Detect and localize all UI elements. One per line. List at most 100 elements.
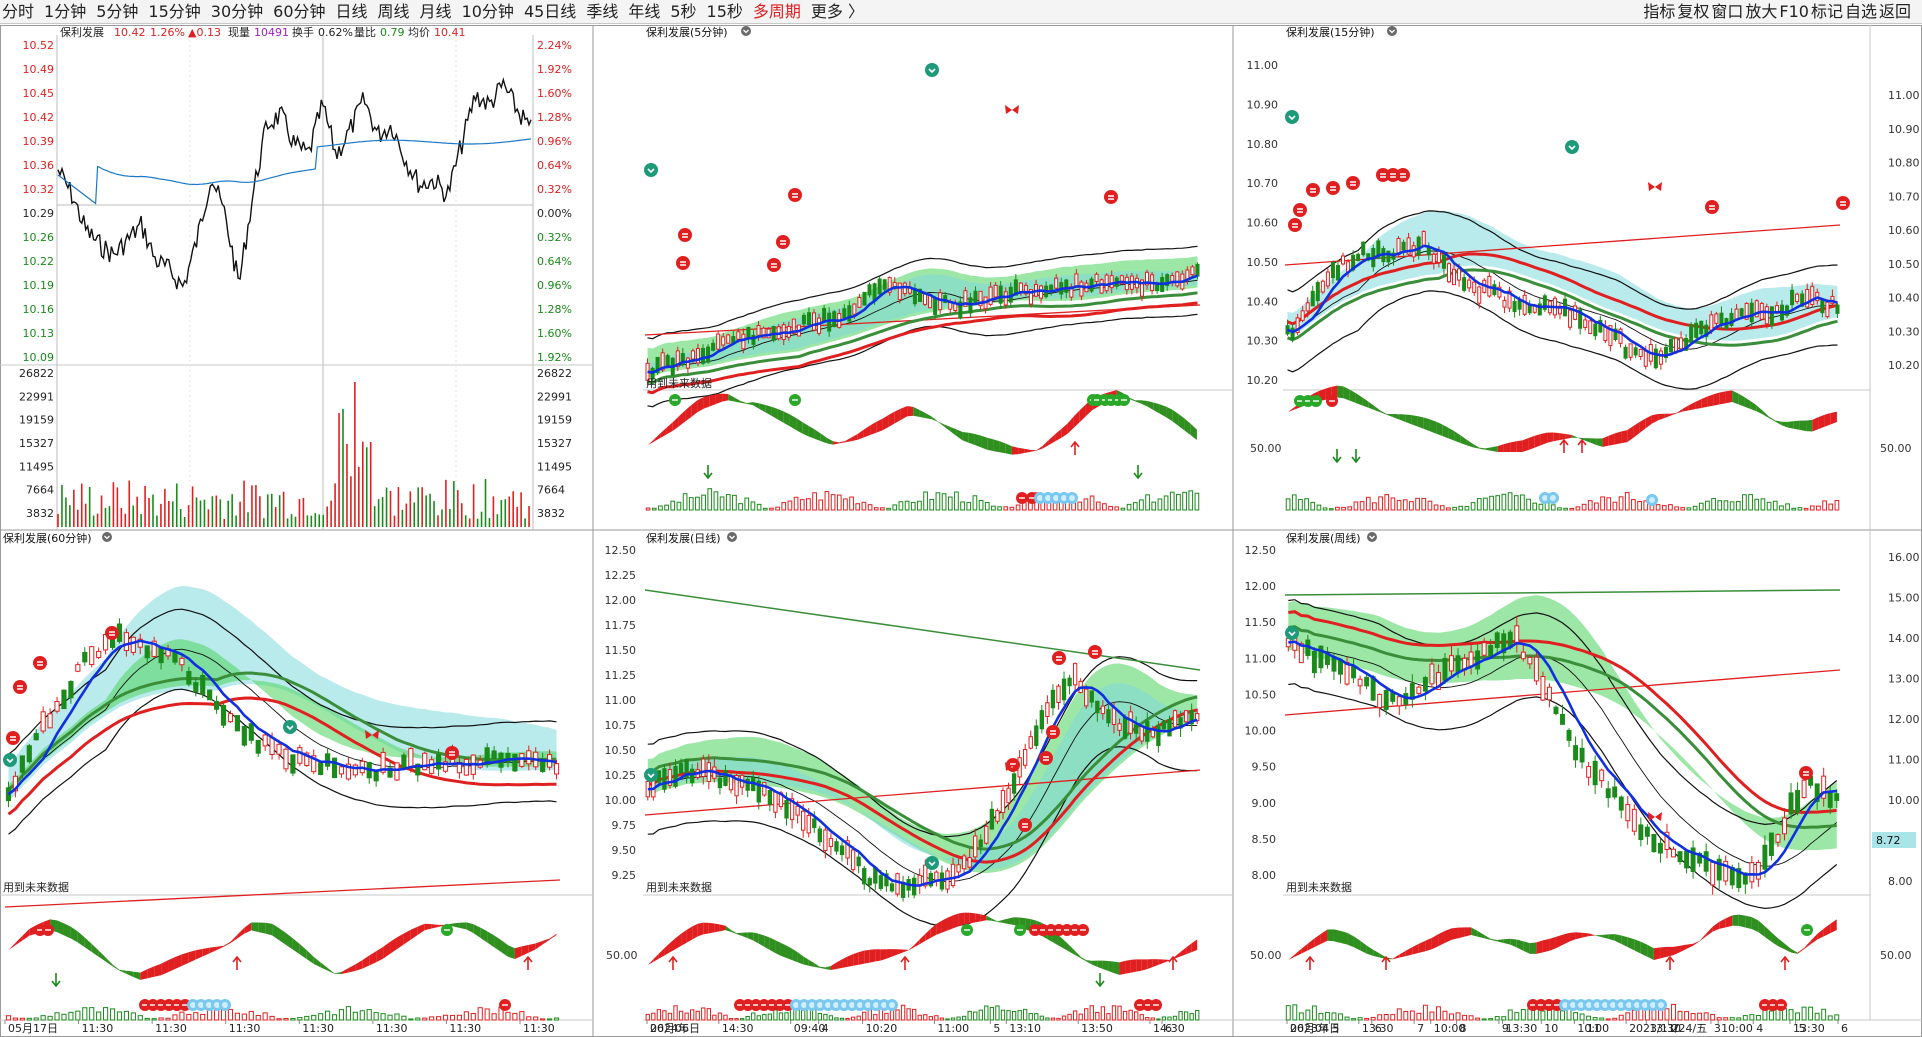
oscillator-bar: [978, 499, 984, 511]
oscillator-bar: [682, 493, 688, 511]
oscillator-bar: [1569, 507, 1575, 511]
candle-body: [928, 872, 933, 887]
adjust-button[interactable]: 复权: [1677, 2, 1710, 21]
oscillator-ribbon: [1159, 404, 1167, 418]
back-button[interactable]: 返回: [1878, 2, 1911, 21]
oscillator-bar: [1809, 505, 1815, 511]
candle-body: [823, 829, 828, 851]
candle-body: [1762, 844, 1768, 870]
oscillator-ribbon: [1569, 932, 1576, 942]
intraday-turnover-label: 换手: [292, 25, 314, 39]
oscillator-ribbon: [1751, 917, 1759, 933]
candle-body: [1072, 663, 1078, 686]
oscillator-ribbon: [1153, 402, 1160, 414]
tab-15sec[interactable]: 15秒: [706, 2, 743, 21]
tab-60min[interactable]: 60分钟: [273, 2, 326, 21]
tab-45day[interactable]: 45日线: [523, 2, 577, 21]
candle-body: [1364, 676, 1370, 687]
candle-body: [1028, 289, 1033, 305]
panel-15min-menu-icon[interactable]: [1387, 26, 1397, 36]
tab-5min[interactable]: 5分钟: [96, 2, 139, 21]
oscillator-ribbon: [1534, 433, 1541, 448]
right-toolbar: 指标 复权 窗口 放大 F10 标记 自选 返回: [1642, 2, 1912, 22]
tab-15min[interactable]: 15分钟: [148, 2, 201, 21]
candle-body: [1128, 711, 1133, 734]
f10-button[interactable]: F10: [1779, 2, 1809, 21]
panel-weekly-osc-tick-right: 50.00: [1880, 949, 1912, 962]
oscillator-ribbon: [1784, 943, 1792, 953]
panel-60min-menu-icon[interactable]: [102, 532, 112, 542]
oscillator-ribbon: [1762, 410, 1770, 419]
oscillator-bar: [884, 1012, 889, 1021]
candle-body: [137, 638, 143, 648]
oscillator-ribbon: [709, 394, 716, 407]
candle-body: [1788, 792, 1794, 815]
candle-body: [207, 689, 213, 701]
oscillator-ribbon: [1706, 926, 1713, 937]
x-axis-label: 11:30: [82, 1022, 114, 1035]
candle-body: [856, 856, 861, 867]
tab-1min[interactable]: 1分钟: [44, 2, 87, 21]
tab-fenshi[interactable]: 分时: [2, 2, 35, 21]
axis-tick-label: 9.00: [1252, 797, 1277, 810]
oscillator-bar: [408, 1018, 414, 1021]
tab-year[interactable]: 年线: [628, 2, 661, 21]
candle-body: [1386, 250, 1391, 263]
oscillator-bar: [1779, 505, 1784, 511]
candle-body: [847, 305, 852, 322]
x-axis-label: 11:30: [155, 1022, 187, 1035]
oscillator-bar: [947, 496, 953, 511]
oscillator-bar: [843, 498, 848, 511]
sell-signal-icon: [1376, 168, 1390, 182]
candle-body: [442, 761, 449, 772]
oscillator-ribbon: [1366, 945, 1374, 956]
oscillator-ribbon: [1460, 435, 1467, 446]
oscillator-bar: [1435, 1006, 1441, 1021]
oscillator-bar: [1433, 504, 1439, 511]
oscillator-ribbon: [1555, 934, 1563, 949]
candle-body: [1835, 304, 1840, 314]
panel-5min-menu-icon[interactable]: [741, 26, 751, 36]
tab-5sec[interactable]: 5秒: [670, 2, 697, 21]
oscillator-ribbon: [1775, 420, 1782, 426]
tab-30min[interactable]: 30分钟: [210, 2, 264, 21]
candle-body: [1013, 279, 1018, 296]
oscillator-bar: [1827, 1015, 1833, 1021]
oscillator-ribbon: [216, 945, 224, 951]
candle-body: [172, 651, 178, 663]
candle-body: [1644, 826, 1650, 837]
candle-body: [993, 284, 998, 298]
candle-body: [1094, 273, 1099, 282]
window-button[interactable]: 窗口: [1711, 2, 1744, 21]
candle-body: [1455, 655, 1461, 674]
x-axis-label: 2023/11/24/五: [1629, 1022, 1707, 1035]
indicator-button[interactable]: 指标: [1643, 2, 1676, 21]
mark-button[interactable]: 标记: [1810, 2, 1843, 21]
zoom-button[interactable]: 放大: [1745, 2, 1778, 21]
tab-weekly[interactable]: 周线: [377, 2, 410, 21]
oscillator-bar: [713, 491, 719, 511]
axis-tick-label: 10.20: [1247, 374, 1279, 387]
oscillator-bar: [1540, 1010, 1546, 1021]
panel-weekly-menu-icon[interactable]: [1367, 532, 1377, 542]
oscillator-bar: [1455, 1012, 1461, 1021]
butterfly-icon: [1648, 812, 1662, 821]
oscillator-ribbon: [174, 954, 182, 970]
oscillator-ribbon: [258, 922, 266, 934]
oscillator-bar: [1550, 504, 1556, 511]
tab-quarter[interactable]: 季线: [586, 2, 619, 21]
oscillator-ribbon: [1425, 937, 1432, 952]
tab-daily[interactable]: 日线: [335, 2, 368, 21]
oscillator-ribbon: [1061, 423, 1068, 438]
tab-multi-period[interactable]: 多周期: [752, 2, 801, 21]
oscillator-ribbon: [876, 418, 883, 433]
tab-monthly[interactable]: 月线: [419, 2, 452, 21]
candle-body: [1195, 263, 1200, 277]
tab-10min[interactable]: 10分钟: [461, 2, 514, 21]
axis-tick-label: 13.00: [1888, 673, 1920, 686]
panel-daily-menu-icon[interactable]: [727, 532, 737, 542]
tab-more[interactable]: 更多 〉: [810, 2, 865, 21]
watchlist-button[interactable]: 自选: [1844, 2, 1877, 21]
x-axis-label: 13:30: [1506, 1022, 1538, 1035]
